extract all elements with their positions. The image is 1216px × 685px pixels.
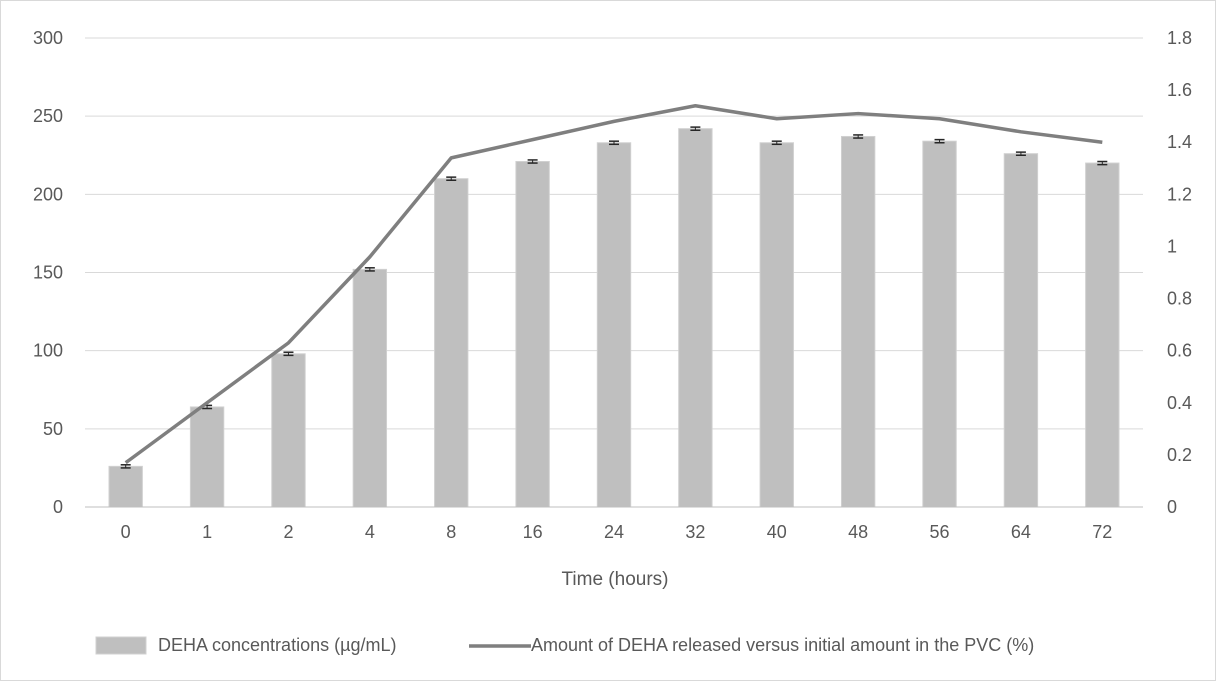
y-tick-label-right: 1.2: [1167, 184, 1192, 204]
y-tick-label-right: 0.6: [1167, 341, 1192, 361]
bar-series: [108, 126, 1120, 508]
bar: [1003, 153, 1039, 508]
legend-label-bar: DEHA concentrations (µg/mL): [158, 635, 396, 655]
y-tick-label-right: 1.8: [1167, 28, 1192, 48]
bar: [108, 465, 143, 508]
x-tick-label: 32: [685, 522, 705, 542]
x-tick-label: 72: [1092, 522, 1112, 542]
y-tick-label-right: 1.6: [1167, 80, 1192, 100]
y-tick-label-right: 0.8: [1167, 289, 1192, 309]
y-tick-label-left: 300: [33, 28, 63, 48]
x-tick-label: 2: [283, 522, 293, 542]
legend-label-line: Amount of DEHA released versus initial a…: [531, 635, 1034, 655]
y-tick-label-right: 0: [1167, 497, 1177, 517]
series-line: [124, 103, 1103, 465]
y-tick-label-left: 200: [33, 184, 63, 204]
axes: 0 50 100 150 200 250 300 0 0.2 0.4 0.6 0.8 1 1.2 1.4 1.…: [33, 28, 1192, 542]
legend: DEHA concentrations (µg/mL) Amount of DEH…: [95, 635, 1034, 655]
bar: [515, 161, 550, 508]
y-tick-label-right: 1: [1167, 236, 1177, 256]
x-tick-label: 40: [767, 522, 787, 542]
bar: [1085, 162, 1120, 508]
bar: [678, 128, 713, 508]
x-axis-title: Time (hours): [562, 569, 669, 590]
y-tick-label-right: 0.2: [1167, 445, 1192, 465]
y-tick-label-left: 250: [33, 106, 63, 126]
x-tick-label: 4: [365, 522, 375, 542]
bar: [352, 268, 388, 508]
bar: [922, 140, 957, 508]
x-tick-label: 64: [1011, 522, 1031, 542]
x-tick-label: 8: [446, 522, 456, 542]
bar: [840, 135, 876, 508]
bar: [759, 142, 794, 508]
y-tick-label-right: 1.4: [1167, 132, 1192, 152]
line-series: [124, 103, 1103, 465]
bar: [271, 353, 306, 508]
x-tick-label: 56: [930, 522, 950, 542]
y-tick-label-left: 100: [33, 341, 63, 361]
bar: [189, 406, 225, 508]
bar: [596, 142, 632, 508]
y-tick-label-left: 0: [53, 497, 63, 517]
x-tick-label: 24: [604, 522, 624, 542]
x-tick-label: 48: [848, 522, 868, 542]
x-tick-label: 1: [202, 522, 212, 542]
x-tick-label: 16: [523, 522, 543, 542]
y-tick-label-left: 150: [33, 263, 63, 283]
legend-swatch-bar: [95, 636, 147, 655]
y-tick-label-right: 0.4: [1167, 393, 1192, 413]
x-tick-label: 0: [121, 522, 131, 542]
y-tick-label-left: 50: [43, 419, 63, 439]
bar: [434, 178, 469, 508]
